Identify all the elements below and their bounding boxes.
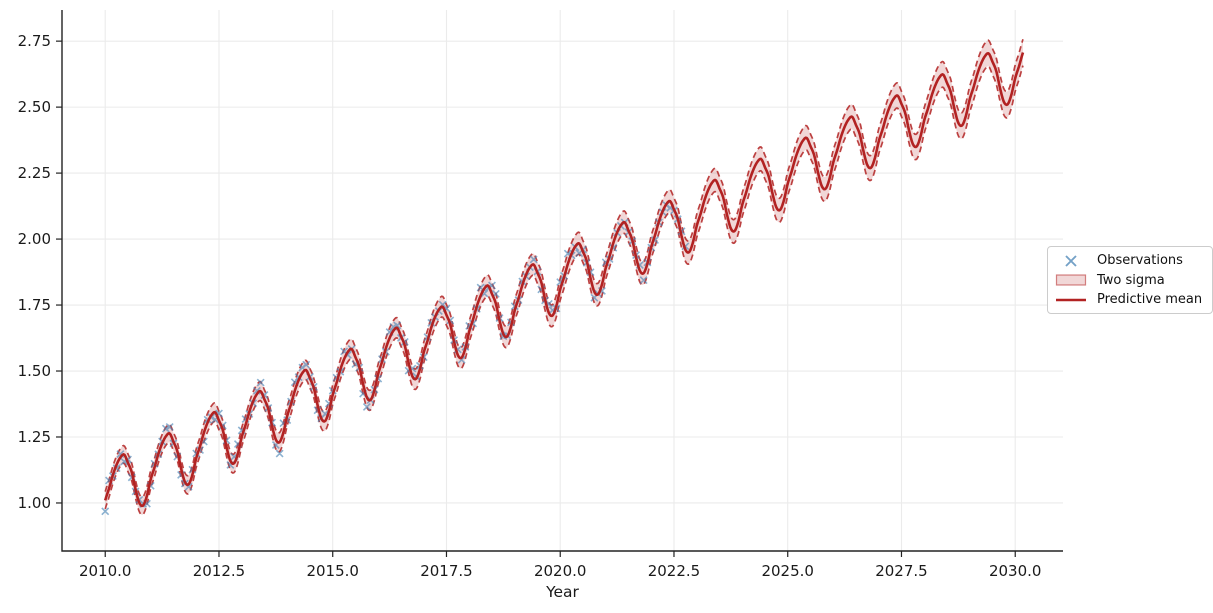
x-tick-label: 2030.0 — [989, 562, 1042, 580]
y-tick-label: 1.25 — [18, 428, 51, 446]
y-tick-label: 2.00 — [18, 230, 51, 248]
y-tick-label: 2.25 — [18, 164, 51, 182]
observations-markers — [101, 201, 690, 516]
x-tick-label: 2020.0 — [534, 562, 587, 580]
x-axis-label: Year — [546, 583, 579, 601]
y-tick-label: 2.75 — [18, 32, 51, 50]
observations-x-marker-icon — [1065, 254, 1077, 267]
y-tick-label: 1.75 — [18, 296, 51, 314]
y-tick-label: 1.00 — [18, 494, 51, 512]
legend: Observations Two sigma Predictive mean — [1047, 246, 1213, 314]
x-tick-label: 2012.5 — [193, 562, 246, 580]
legend-item-observations: Observations — [1055, 253, 1202, 268]
x-tick-label: 2010.0 — [79, 562, 132, 580]
two-sigma-lower-edge — [104, 65, 1024, 516]
two-sigma-upper-edge — [104, 39, 1024, 498]
two-sigma-band-swatch-icon — [1055, 274, 1087, 286]
legend-label-two-sigma: Two sigma — [1097, 272, 1165, 288]
x-tick-label: 2015.0 — [306, 562, 359, 580]
legend-item-predictive-mean: Predictive mean — [1055, 292, 1202, 307]
predictive-mean-line-icon — [1056, 298, 1086, 301]
x-tick-label: 2027.5 — [875, 562, 928, 580]
y-tick-label: 1.50 — [18, 362, 51, 380]
legend-label-observations: Observations — [1097, 253, 1183, 268]
axes-spines — [61, 10, 1063, 552]
predictive-mean-line — [103, 51, 1025, 508]
x-tick-label: 2025.0 — [761, 562, 814, 580]
y-tick-label: 2.50 — [18, 98, 51, 116]
legend-item-two-sigma: Two sigma — [1055, 273, 1202, 288]
x-tick-label: 2022.5 — [648, 562, 701, 580]
legend-label-predictive-mean: Predictive mean — [1097, 292, 1203, 307]
x-tick-label: 2017.5 — [420, 562, 473, 580]
